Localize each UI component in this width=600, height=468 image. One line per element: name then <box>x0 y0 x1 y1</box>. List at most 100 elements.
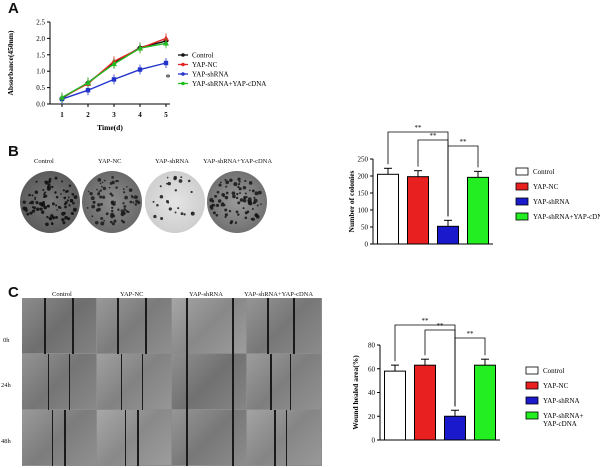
significance-label: ** <box>430 132 438 140</box>
wound-col-label-yap-shrna: YAP-shRNA <box>189 291 223 298</box>
wound-edge-line <box>44 298 46 354</box>
wound-edge-line <box>145 298 147 354</box>
wound-edge-line <box>117 298 119 354</box>
wound-image-cell <box>172 410 246 465</box>
wound-image-cell <box>22 410 96 465</box>
legend-label: YAP-NC <box>533 183 559 191</box>
wound-edge-line <box>267 298 269 354</box>
x-tick-label: 4 <box>138 111 142 119</box>
data-point <box>111 60 117 67</box>
legend-label: YAP-shRNA+ <box>543 412 584 420</box>
wound-edge-line <box>47 354 49 410</box>
panel-label-a: A <box>8 0 19 17</box>
legend-swatch <box>525 366 539 375</box>
y-tick-label: 0.0 <box>36 101 45 109</box>
significance-bracket <box>454 337 486 407</box>
wound-edge-line <box>232 298 234 354</box>
wound-edge-line <box>72 298 74 354</box>
wound-edge-line <box>186 410 188 466</box>
wound-edge-line <box>64 410 66 466</box>
y-tick-label: 80 <box>368 342 376 350</box>
bar <box>377 173 399 245</box>
wound-row-label-48h: 48h <box>1 438 11 445</box>
bar <box>414 364 436 441</box>
wound-edge-line <box>274 410 276 466</box>
data-point <box>137 67 143 72</box>
bar <box>474 364 496 441</box>
wound-image-cell <box>97 298 171 353</box>
wound-col-label-yap-shrna-cdna: YAP-shRNA+YAP-cDNA <box>244 291 314 298</box>
wound-image-cell <box>22 354 96 409</box>
legend-label: YAP-shRNA+YAP-cDNA <box>533 213 600 221</box>
legend-swatch <box>525 396 539 405</box>
significance-label: ** <box>422 317 430 325</box>
data-point <box>163 60 169 66</box>
y-tick-label: 150 <box>358 190 369 198</box>
wound-edge-line <box>141 354 143 410</box>
legend-label: Control <box>192 52 213 60</box>
wound-edge-line <box>232 410 234 466</box>
y-axis-title: Wound healed area(%) <box>351 355 360 430</box>
series-line <box>61 42 167 99</box>
significance-bracket <box>447 145 479 217</box>
bar <box>407 176 429 245</box>
y-tick-label: 200 <box>358 173 369 181</box>
bar <box>467 176 489 245</box>
wound-edge-line <box>293 298 295 354</box>
wound-edge-line <box>270 354 272 410</box>
wound-col-label-yap-nc: YAP-NC <box>120 291 144 298</box>
wound-image-cell <box>97 410 171 465</box>
x-tick-label: 3 <box>112 111 116 119</box>
legend-label: Control <box>543 367 564 375</box>
dish-label-yap-nc: YAP-NC <box>98 158 122 165</box>
dish-label-yap-shrna-cdna: YAP-shRNA+YAP-cDNA <box>203 158 273 165</box>
wound-bar-chart: 0 20 40 60 80 Wound healed area(%) ** ** ** Contr… <box>351 317 584 445</box>
dish-yap-nc <box>82 171 142 233</box>
significance-label: ** <box>437 322 445 330</box>
dish-label-control: Control <box>34 158 54 165</box>
dish-yap-shrna <box>145 171 205 233</box>
bar <box>444 415 466 441</box>
x-tick-label: 1 <box>60 111 64 119</box>
significance-star: * <box>166 73 171 84</box>
wound-image-cell <box>172 354 246 409</box>
y-tick-label: 100 <box>358 207 369 215</box>
dish-control <box>20 171 80 233</box>
y-tick-label: 20 <box>368 413 376 421</box>
wound-image-cell <box>172 298 246 353</box>
legend-label: YAP-cDNA <box>543 420 577 428</box>
wound-image-cell <box>247 298 321 353</box>
wound-image-cell <box>247 410 321 465</box>
y-tick-label: 0.5 <box>36 84 45 92</box>
legend-label: YAP-shRNA+YAP-cDNA <box>192 80 266 88</box>
legend-label: YAP-NC <box>192 61 218 69</box>
legend-swatch <box>525 381 539 390</box>
dish-yap-shrna-cdna <box>207 171 267 233</box>
wound-image-cell <box>247 354 321 409</box>
data-point <box>85 79 91 85</box>
wound-edge-line <box>124 410 127 466</box>
wound-row-label-24h: 24h <box>1 382 11 389</box>
y-tick-label: 50 <box>361 224 369 232</box>
y-tick-label: 1.5 <box>36 51 45 59</box>
wound-col-label-control: Control <box>52 291 72 298</box>
wound-image-cell <box>97 354 171 409</box>
y-axis-title: Absorbance(450nm) <box>6 30 15 96</box>
y-tick-label: 40 <box>368 389 376 397</box>
wound-edge-line <box>137 410 139 466</box>
legend-swatch <box>515 212 529 221</box>
wound-edge-line <box>186 298 188 354</box>
y-tick-label: 2.5 <box>36 19 45 27</box>
legend-marker <box>181 62 185 67</box>
legend-marker <box>181 81 185 86</box>
data-point <box>59 94 65 100</box>
wound-edge-line <box>289 354 292 410</box>
y-tick-label: 60 <box>368 365 376 373</box>
wound-image-grid <box>22 298 322 466</box>
legend-swatch <box>525 411 539 420</box>
y-tick-label: 250 <box>358 156 369 164</box>
y-tick-label: 1.0 <box>36 68 45 76</box>
wound-edge-line <box>51 410 54 466</box>
panel-label-b: B <box>8 143 19 160</box>
bar <box>437 225 459 245</box>
